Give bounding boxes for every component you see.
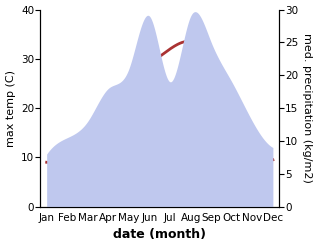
- Y-axis label: med. precipitation (kg/m2): med. precipitation (kg/m2): [302, 33, 313, 183]
- Y-axis label: max temp (C): max temp (C): [5, 70, 16, 147]
- X-axis label: date (month): date (month): [113, 228, 206, 242]
